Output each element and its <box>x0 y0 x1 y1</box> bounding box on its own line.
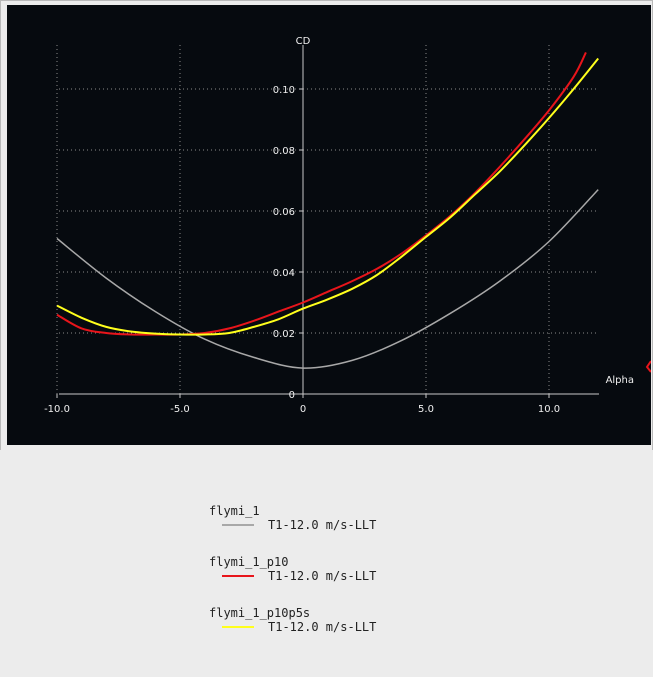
legend-name: flymi_1 <box>209 504 260 518</box>
x-tick-label: 5.0 <box>418 404 434 415</box>
series-line-flymi-1-p10p5s <box>56 57 599 336</box>
y-tick-label: 0.08 <box>273 146 295 157</box>
legend-panel: flymi_1 T1-12.0 m/s-LLT flymi_1_p10 T1-1… <box>0 450 653 677</box>
x-axis-title: Alpha <box>606 375 634 386</box>
x-tick-label: 0 <box>300 404 306 415</box>
legend-entry-flymi-1-p10p5s[interactable]: flymi_1_p10p5s T1-12.0 m/s-LLT <box>209 606 509 642</box>
y-tick-label: 0.06 <box>273 207 295 218</box>
offscreen-curve-marker <box>645 360 651 373</box>
series-line-flymi-1 <box>56 189 599 369</box>
legend-label: T1-12.0 m/s-LLT <box>268 620 377 634</box>
plot-panel[interactable]: -10.0 -5.0 0 5.0 10.0 0 0.02 0.04 0.06 0.08 0.10 C… <box>7 5 651 445</box>
tick-label-layer: -10.0 -5.0 0 5.0 10.0 0 0.02 0.04 0.06 0.08 0.10 <box>44 85 560 415</box>
legend-name: flymi_1_p10p5s <box>209 606 311 620</box>
y-tick-label: 0 <box>289 390 295 401</box>
legend-entry-flymi-1-p10[interactable]: flymi_1_p10 T1-12.0 m/s-LLT <box>209 555 509 591</box>
grid-layer <box>56 45 599 394</box>
legend-name: flymi_1_p10 <box>209 555 289 569</box>
y-axis-title: CD <box>296 36 311 47</box>
x-tick-label: -10.0 <box>44 404 70 415</box>
legend-swatch <box>222 524 254 526</box>
x-tick-label: -5.0 <box>170 404 190 415</box>
axis-layer <box>59 45 599 395</box>
y-tick-label: 0.02 <box>273 329 295 340</box>
series-layer <box>56 51 599 369</box>
x-tick-label: 10.0 <box>538 404 560 415</box>
y-tick-label: 0.04 <box>273 268 295 279</box>
legend-label: T1-12.0 m/s-LLT <box>268 569 377 583</box>
legend-swatch <box>222 575 254 577</box>
legend-entry-flymi-1[interactable]: flymi_1 T1-12.0 m/s-LLT <box>209 504 509 540</box>
series-line-flymi-1-p10 <box>56 51 587 336</box>
cd-alpha-chart[interactable]: -10.0 -5.0 0 5.0 10.0 0 0.02 0.04 0.06 0.08 0.10 C… <box>7 5 651 445</box>
legend-swatch <box>222 626 254 628</box>
y-tick-label: 0.10 <box>273 85 295 96</box>
legend-label: T1-12.0 m/s-LLT <box>268 518 377 532</box>
